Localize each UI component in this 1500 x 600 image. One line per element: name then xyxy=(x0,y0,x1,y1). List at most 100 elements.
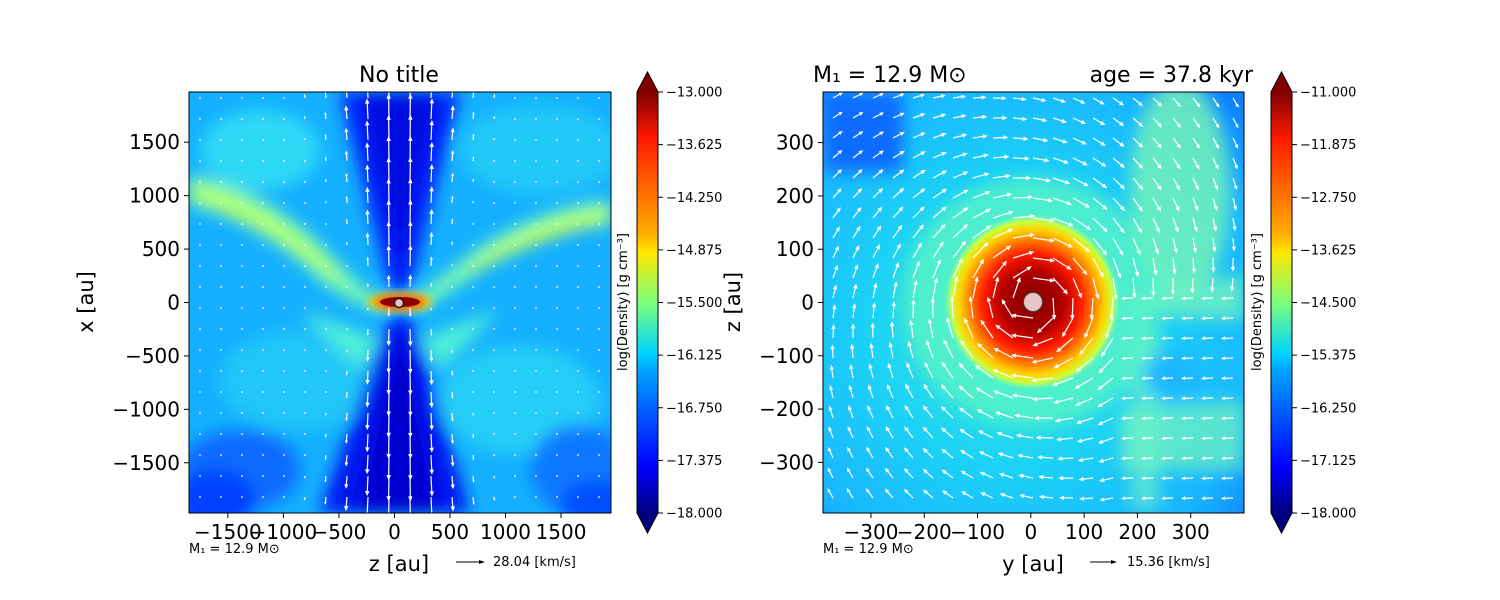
velocity-arrow-head xyxy=(968,295,974,302)
velocity-arrow-head xyxy=(941,448,947,454)
velocity-arrow-head xyxy=(1021,96,1027,102)
velocity-arrow xyxy=(241,118,243,120)
velocity-arrow xyxy=(283,433,285,435)
velocity-arrow-head xyxy=(386,178,391,184)
velocity-arrow-head xyxy=(979,471,986,476)
velocity-arrow xyxy=(892,189,903,199)
velocity-arrow-head xyxy=(345,396,348,399)
velocity-arrow-head xyxy=(1141,416,1146,421)
velocity-arrow-head xyxy=(1141,436,1146,441)
velocity-arrow-head xyxy=(1201,396,1206,401)
velocity-arrow-head xyxy=(886,404,891,411)
velocity-arrow xyxy=(199,475,201,477)
velocity-arrow-head xyxy=(976,342,983,348)
velocity-arrow xyxy=(987,299,994,319)
velocity-arrow-head xyxy=(1047,198,1054,203)
velocity-arrow-head xyxy=(925,339,931,346)
velocity-arrow-head xyxy=(1156,185,1162,191)
velocity-arrow-head xyxy=(1161,296,1166,301)
velocity-arrow-head xyxy=(1141,496,1146,501)
velocity-arrow-head xyxy=(915,260,920,267)
velocity-arrow-head xyxy=(1121,456,1126,461)
velocity-arrow-head xyxy=(1201,416,1206,421)
velocity-arrow-head xyxy=(866,446,871,452)
velocity-arrow-head xyxy=(1118,250,1124,256)
velocity-arrow xyxy=(220,475,222,477)
velocity-arrow-head xyxy=(875,244,880,250)
velocity-arrow xyxy=(472,286,474,288)
velocity-arrow xyxy=(1080,337,1094,354)
velocity-arrow xyxy=(1092,277,1099,297)
velocity-arrow xyxy=(220,223,222,225)
velocity-arrow xyxy=(1112,197,1124,210)
velocity-arrow-head xyxy=(849,343,855,349)
velocity-arrow-head xyxy=(1113,294,1118,300)
velocity-arrow xyxy=(241,370,243,372)
right-colorbar-label: log(Density) [g cm⁻³] xyxy=(1250,233,1265,371)
velocity-arrow xyxy=(598,370,600,372)
velocity-arrow-head xyxy=(429,380,434,386)
velocity-arrow xyxy=(430,475,433,494)
velocity-arrow-head xyxy=(1174,227,1179,233)
velocity-arrow-head xyxy=(1141,396,1146,401)
velocity-arrow-head xyxy=(450,105,455,111)
velocity-arrow-head xyxy=(980,492,986,497)
velocity-arrow-head xyxy=(344,506,349,512)
velocity-arrow-head xyxy=(874,263,879,269)
velocity-arrow-head xyxy=(958,407,965,413)
velocity-arrow xyxy=(942,386,954,399)
velocity-arrow xyxy=(1063,317,1074,335)
velocity-arrow-head xyxy=(450,150,455,154)
velocity-arrow-head xyxy=(365,232,370,237)
velocity-arrow-head xyxy=(879,93,885,97)
velocity-arrow-head xyxy=(1051,315,1057,321)
velocity-arrow-head xyxy=(940,427,947,433)
velocity-arrow xyxy=(908,343,914,359)
velocity-arrow-head xyxy=(867,405,872,411)
velocity-arrow-head xyxy=(408,178,413,184)
velocity-arrow xyxy=(283,412,285,414)
velocity-arrow xyxy=(262,118,264,120)
left-colorbar-tick-label: −16.750 xyxy=(666,401,722,416)
velocity-arrow-head xyxy=(984,172,990,177)
velocity-arrow-head xyxy=(1138,142,1144,148)
velocity-arrow xyxy=(888,365,894,379)
velocity-arrow-head xyxy=(325,178,327,180)
velocity-arrow xyxy=(577,370,579,372)
velocity-arrow xyxy=(304,454,306,456)
velocity-arrow-head xyxy=(936,258,941,265)
velocity-arrow xyxy=(1072,177,1087,186)
velocity-arrow-head xyxy=(493,499,495,501)
velocity-arrow-head xyxy=(1119,163,1125,169)
velocity-arrow xyxy=(1092,217,1107,231)
velocity-arrow-head xyxy=(1099,120,1106,126)
velocity-arrow xyxy=(556,286,558,288)
velocity-arrow-head xyxy=(1194,205,1199,212)
velocity-arrow xyxy=(535,202,537,204)
velocity-arrow-head xyxy=(345,218,348,221)
velocity-arrow-head xyxy=(304,499,306,501)
velocity-arrow xyxy=(262,265,264,267)
velocity-arrow-head xyxy=(1221,296,1226,301)
velocity-arrow-head xyxy=(1181,456,1186,461)
velocity-arrow-head xyxy=(1011,393,1018,398)
velocity-arrow xyxy=(346,307,348,309)
velocity-arrow xyxy=(892,226,902,239)
velocity-arrow xyxy=(1112,217,1124,232)
velocity-arrow-head xyxy=(408,244,413,250)
velocity-arrow xyxy=(1092,237,1106,254)
velocity-arrow-head xyxy=(1201,296,1206,301)
velocity-arrow xyxy=(556,265,558,267)
velocity-arrow xyxy=(514,202,516,204)
right-colorbar-tick-label: −15.375 xyxy=(1300,349,1356,364)
velocity-arrow-head xyxy=(1017,453,1023,459)
velocity-arrow xyxy=(283,202,285,204)
velocity-arrow xyxy=(1012,267,1030,279)
velocity-arrow-head xyxy=(1004,154,1010,160)
velocity-arrow-head xyxy=(1175,206,1180,212)
velocity-arrow-head xyxy=(1039,494,1045,500)
velocity-arrow-head xyxy=(879,112,885,117)
velocity-arrow-head xyxy=(958,362,964,368)
velocity-arrow-head xyxy=(1026,175,1032,181)
velocity-arrow-head xyxy=(974,365,981,370)
